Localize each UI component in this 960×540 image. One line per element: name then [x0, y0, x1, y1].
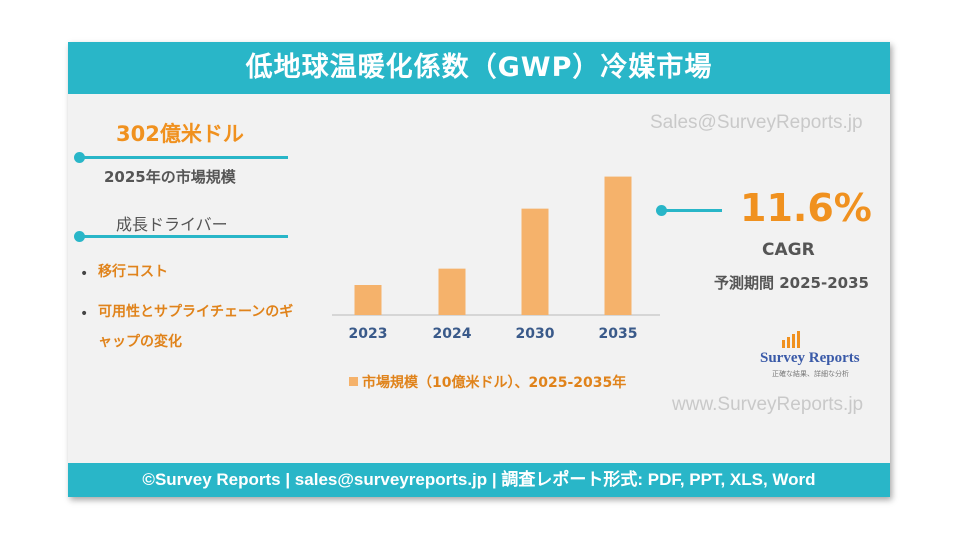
survey-reports-logo: Survey Reports 正確な結果、詳細な分析: [760, 330, 880, 380]
watermark-top: Sales@SurveyReports.jp: [650, 112, 863, 133]
infographic-card: 低地球温暖化係数（GWP）冷媒市場 Sales@SurveyReports.jp…: [68, 42, 890, 497]
legend-swatch: [349, 377, 358, 386]
page-title: 低地球温暖化係数（GWP）冷媒市場: [68, 42, 890, 94]
bar-2035: [604, 176, 632, 315]
marker-line: [80, 156, 288, 159]
bar-2030: [521, 208, 549, 315]
legend-label: 市場規模（10億米ドル）、2025-2035年: [362, 375, 627, 391]
marker-line: [80, 235, 288, 238]
chart-legend: 市場規模（10億米ドル）、2025-2035年: [349, 372, 626, 392]
driver-item-continued: ャップの変化: [98, 334, 182, 350]
bullet-point: •: [80, 266, 89, 282]
watermark-bottom: www.SurveyReports.jp: [672, 394, 864, 415]
bar-2024: [438, 268, 466, 315]
x-tick-label: 2023: [349, 326, 388, 342]
bar-chart: 2023 2024 2030 2035: [332, 176, 660, 342]
forecast-period: 予測期間 2025-2035: [714, 274, 869, 292]
driver-item: 可用性とサプライチェーンのギ: [98, 304, 294, 320]
x-tick-label: 2030: [516, 326, 555, 342]
marker-dot: [74, 231, 85, 242]
market-size-value: 302億米ドル: [116, 122, 244, 146]
drivers-heading: 成長ドライバー: [116, 215, 228, 234]
logo-name: Survey Reports: [760, 350, 860, 366]
driver-item: 移行コスト: [98, 264, 168, 280]
bar-2023: [354, 285, 382, 315]
logo-tagline: 正確な結果、詳細な分析: [772, 370, 849, 378]
marker-line: [662, 209, 722, 212]
x-tick-label: 2035: [599, 326, 638, 342]
bullet-point: •: [80, 306, 89, 322]
cagr-label: CAGR: [762, 240, 815, 260]
marker-dot: [656, 205, 667, 216]
market-size-label: 2025年の市場規模: [104, 168, 236, 186]
x-tick-label: 2024: [433, 326, 472, 342]
cagr-value: 11.6%: [740, 186, 872, 230]
marker-dot: [74, 152, 85, 163]
logo-bars-icon: [782, 331, 800, 348]
footer: ©Survey Reports | sales@surveyreports.jp…: [68, 463, 890, 497]
